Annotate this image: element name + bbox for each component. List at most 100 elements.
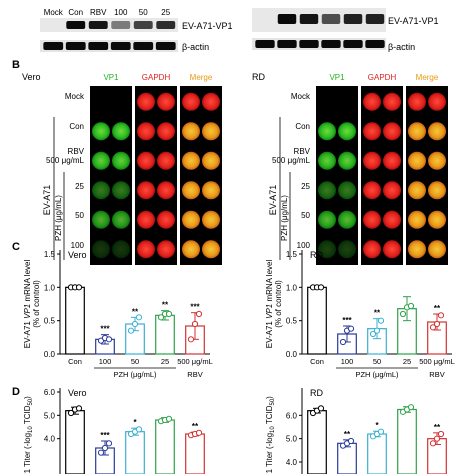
merge-well (408, 210, 426, 229)
y-label-suffix: mRNA level (23, 260, 32, 304)
actin-band (365, 40, 385, 48)
significance-marker: * (133, 418, 137, 427)
actin-band (299, 40, 319, 48)
merge-well (202, 122, 220, 141)
vp1-band (277, 14, 297, 24)
vp1-band (156, 21, 176, 29)
actin-band-label: β-actin (182, 42, 209, 52)
y-label-unit-mid: TCID (265, 405, 274, 426)
y-label-prefix: EV-A71 (23, 319, 32, 348)
y-label-fragment: 71 Titer (265, 449, 274, 474)
actin-band (155, 42, 176, 50)
merge-well (408, 92, 426, 111)
row-label: 25 (75, 182, 84, 191)
data-point (135, 314, 143, 321)
actin-band (110, 42, 131, 50)
gapdh-well (363, 210, 381, 229)
y-axis-label-line2: (% of control) (274, 280, 283, 328)
row-label: 50 (301, 211, 310, 220)
vp1-well (318, 210, 336, 229)
data-point (407, 302, 415, 310)
row-label: 50 (75, 211, 84, 220)
actin-band (255, 40, 275, 48)
significance-marker: *** (100, 325, 110, 334)
data-point (399, 310, 407, 318)
lane-label: RBV (90, 8, 107, 17)
panel-b-letter: B (12, 59, 20, 71)
actin-band (343, 40, 363, 48)
vp1-band (299, 14, 319, 24)
vp1-band (321, 14, 341, 24)
vp1-well (318, 122, 336, 141)
merge-well (428, 151, 446, 170)
actin-band (88, 42, 109, 50)
category-label: 500 μg/mL (177, 357, 213, 366)
bar (307, 286, 327, 355)
row-label: RBV (68, 147, 85, 156)
merge-well (202, 151, 220, 170)
gapdh-well (363, 181, 381, 200)
panel-c-letter: C (12, 241, 20, 253)
bar (307, 410, 327, 474)
rbv-label: RBV (429, 370, 444, 379)
row-label: 500 μg/mL (272, 156, 311, 165)
lane-label: Mock (44, 8, 64, 17)
channel-panel (361, 86, 403, 265)
y-label-unit-mid: TCID (23, 405, 32, 426)
panel-d-letter: D (12, 386, 20, 398)
data-point (97, 449, 105, 456)
merge-well (182, 92, 200, 111)
vp1-well (92, 210, 110, 229)
merge-well (428, 181, 446, 200)
bar (397, 408, 417, 474)
column-header: GAPDH (142, 73, 171, 82)
gapdh-well (137, 92, 155, 111)
channel-panel (90, 86, 132, 265)
data-point (187, 336, 195, 343)
pzh-label: PZH (μg/mL) (54, 195, 63, 241)
data-point (105, 336, 113, 343)
gapdh-well (137, 122, 155, 141)
significance-marker: ** (434, 304, 441, 313)
channel-panel (135, 86, 177, 265)
column-header: VP1 (103, 73, 119, 82)
vp1-band-label: EV-A71-VP1 (388, 16, 439, 26)
y-tick-label: 0.5 (44, 317, 56, 326)
data-point (191, 320, 199, 328)
data-point (131, 320, 139, 328)
gapdh-well (383, 181, 401, 200)
vp1-blot-strip (252, 8, 386, 32)
row-label: Mock (291, 92, 311, 101)
y-tick-label: 0.0 (286, 350, 298, 359)
bar (155, 419, 175, 474)
merge-well (182, 122, 200, 141)
bar-chart: 0.0 0.5 1.0 1.5 RD Con *** 100 ** 50 25 ** 500 μg/mL… (265, 250, 455, 379)
merge-well (428, 122, 446, 141)
gapdh-well (383, 122, 401, 141)
y-axis-label: EV-A71 VP1 mRNA level (23, 260, 32, 349)
actin-band-label: β-actin (388, 42, 415, 52)
gapdh-well (383, 151, 401, 170)
bar-chart: 4.05.06.0 Vero**** **71 Titer (-log10 TCID… (23, 388, 205, 474)
merge-well (408, 151, 426, 170)
chart-title: RD (310, 250, 323, 260)
y-label-fragment: 71 Titer (23, 449, 32, 474)
category-label: 50 (131, 357, 139, 366)
column-header: Merge (416, 73, 439, 82)
cell-line-title: RD (252, 72, 265, 82)
gapdh-well (383, 92, 401, 111)
merge-well (408, 181, 426, 200)
gapdh-well (157, 240, 175, 259)
significance-marker: ** (162, 301, 169, 310)
data-point (75, 405, 83, 412)
gapdh-well (157, 122, 175, 141)
channel-panel (406, 86, 448, 265)
column-header: VP1 (329, 73, 345, 82)
y-tick-label: 1.5 (44, 250, 56, 259)
gapdh-well (383, 240, 401, 259)
data-point (373, 327, 381, 334)
vp1-band (365, 14, 385, 24)
bar (65, 286, 85, 355)
